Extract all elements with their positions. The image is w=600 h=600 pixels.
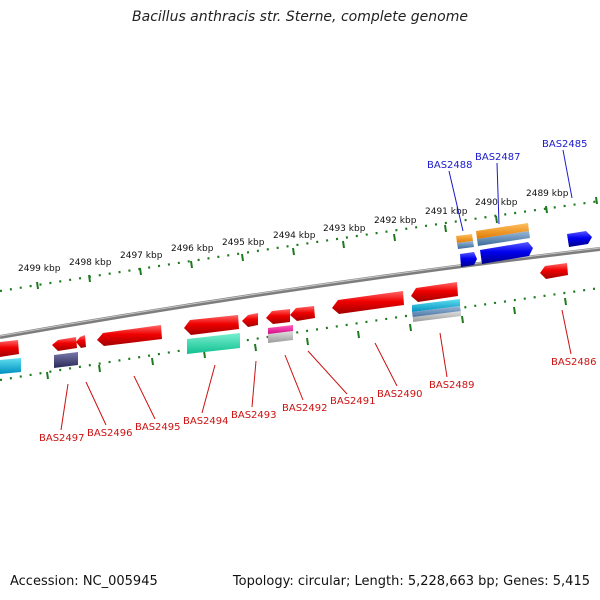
topology-text: Topology: circular; Length: 5,228,663 bp…: [232, 574, 590, 589]
gene-bas2487-arrow: [480, 242, 533, 264]
gene-bas2492: [266, 309, 290, 324]
gene-label: BAS2488: [427, 160, 473, 171]
gene-bas2486: [540, 263, 568, 279]
gene-bas2492-gray: [268, 331, 293, 343]
reverse-gene-labels: BAS2497 BAS2496 BAS2495 BAS2494 BAS2493 …: [39, 357, 597, 444]
outer-major-ticks: [36, 196, 598, 290]
gene-label: BAS2495: [135, 422, 181, 433]
gene-bas2489-gray: [413, 311, 461, 322]
kbp-label: 2490 kbp: [475, 198, 518, 208]
gene-bas2490: [332, 291, 404, 314]
gene-label: BAS2492: [282, 403, 328, 414]
gene-label: BAS2487: [475, 152, 521, 163]
gene-bas2497-cyan: [0, 358, 21, 374]
inner-tick-track: [0, 286, 600, 382]
gene-bas2489-cyan: [412, 299, 460, 312]
gene-label: BAS2491: [330, 396, 376, 407]
kbp-label: 2491 kbp: [425, 207, 468, 217]
gene-bas2488-orange: [456, 234, 473, 243]
outer-tick-track: [0, 199, 600, 293]
gene-label: BAS2486: [551, 357, 597, 368]
kbp-label: 2489 kbp: [526, 189, 569, 199]
gene-bas2493: [242, 313, 258, 327]
gene-bas2489: [411, 282, 458, 302]
gene-label: BAS2494: [183, 416, 229, 427]
gene-bas2488-arrow: [460, 252, 477, 267]
reverse-genes: [0, 263, 568, 374]
gene-bas2497: [0, 340, 19, 357]
gene-bas2494: [184, 315, 239, 335]
reverse-leaders: [60, 309, 572, 431]
gene-bas2487-steel: [477, 231, 530, 246]
gene-label: BAS2490: [377, 389, 423, 400]
inner-major-ticks: [46, 297, 567, 380]
gene-label: BAS2489: [429, 380, 475, 391]
gene-bas2496-b: [76, 335, 86, 348]
gene-label: BAS2496: [87, 428, 133, 439]
accession-text: Accession: NC_005945: [10, 574, 158, 589]
genome-backbone: [0, 247, 600, 339]
kbp-label: 2499 kbp: [18, 264, 61, 274]
kbp-label: 2498 kbp: [69, 258, 112, 268]
kbp-label: 2493 kbp: [323, 224, 366, 234]
gene-bas2494-teal: [187, 333, 240, 354]
gene-bas2495: [97, 325, 162, 346]
gene-label: BAS2485: [542, 139, 588, 150]
kbp-label: 2496 kbp: [171, 244, 214, 254]
forward-leaders: [448, 149, 573, 232]
gene-bas2488-steel: [457, 241, 474, 249]
map-title: Bacillus anthracis str. Sterne, complete…: [132, 9, 468, 25]
gene-bas2485-arrow: [567, 231, 592, 247]
kbp-label: 2492 kbp: [374, 216, 417, 226]
kbp-label: 2495 kbp: [222, 238, 265, 248]
gene-bas2491: [290, 306, 315, 321]
gene-bas2487-orange: [476, 223, 529, 239]
kbp-label: 2494 kbp: [273, 231, 316, 241]
gene-bas2496-navy: [54, 352, 78, 368]
gene-bas2496-a: [52, 337, 77, 351]
forward-gene-labels: BAS2488 BAS2487 BAS2485: [427, 139, 588, 171]
kbp-labels: 2499 kbp 2498 kbp 2497 kbp 2496 kbp 2495…: [18, 189, 569, 274]
gene-label: BAS2497: [39, 433, 85, 444]
kbp-label: 2497 kbp: [120, 251, 163, 261]
forward-genes: [456, 223, 592, 267]
gene-label: BAS2493: [231, 410, 277, 421]
